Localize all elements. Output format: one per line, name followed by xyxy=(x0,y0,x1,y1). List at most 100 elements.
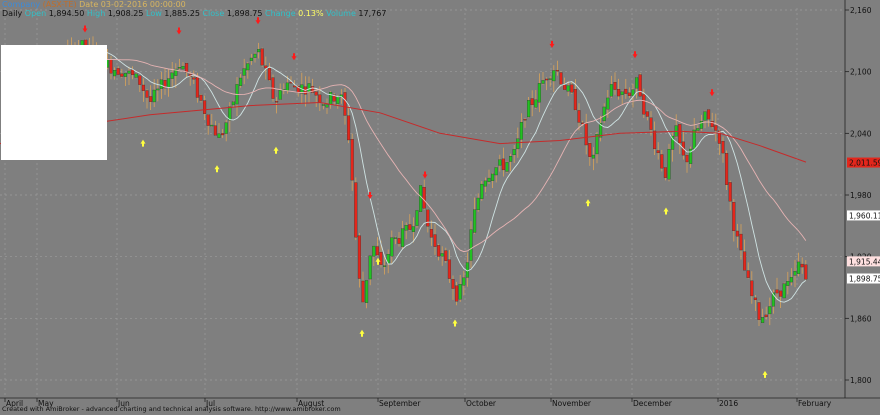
buy-arrow-icon xyxy=(452,319,458,327)
buy-arrow-icon xyxy=(585,199,591,207)
low-label: Low xyxy=(146,9,164,18)
candle-body xyxy=(469,229,473,261)
candle-body xyxy=(739,233,743,251)
candle-body xyxy=(123,73,127,77)
volume-label: Volume xyxy=(326,9,358,18)
price-badge-label: 1,960.11 xyxy=(849,211,880,220)
candle-body xyxy=(548,78,552,80)
candle-body xyxy=(523,119,527,121)
candle-body xyxy=(383,265,387,267)
x-tick-label: December xyxy=(633,399,673,408)
candle-body xyxy=(422,186,426,209)
candle-body xyxy=(789,277,793,283)
candle-body xyxy=(120,73,124,77)
date-label: Date xyxy=(77,0,101,9)
candle-body xyxy=(555,70,559,72)
candle-body xyxy=(775,289,779,294)
candle-body xyxy=(357,235,361,279)
legend-box xyxy=(1,45,107,160)
sell-arrow-icon xyxy=(549,40,555,48)
candle-body xyxy=(285,82,289,92)
candle-body xyxy=(566,85,570,92)
header-line-1: Company (ASX-TE) Date 03-02-2016 00:00:0… xyxy=(2,0,386,18)
price-badge-label: 1,898.75 xyxy=(849,275,880,284)
candle-body xyxy=(311,86,315,93)
x-tick-label: Jul xyxy=(205,399,215,408)
candle-body xyxy=(426,209,430,227)
candle-body xyxy=(764,314,768,318)
candle-body xyxy=(584,123,588,146)
candle-body xyxy=(181,65,185,70)
buy-arrow-icon xyxy=(214,165,220,173)
y-tick-label: 1,980 xyxy=(850,191,872,200)
candle-body xyxy=(415,210,419,226)
candle-body xyxy=(149,96,153,102)
candle-body xyxy=(534,99,538,108)
candle-body xyxy=(318,94,322,103)
y-tick-label: 2,040 xyxy=(850,129,872,138)
candle-body xyxy=(782,283,786,299)
candle-body xyxy=(609,84,613,97)
x-tick-label: 2016 xyxy=(719,399,738,408)
candle-body xyxy=(307,83,311,93)
candle-body xyxy=(620,91,624,95)
candle-body xyxy=(721,141,725,154)
candle-body xyxy=(372,245,376,257)
sell-arrow-icon xyxy=(422,171,428,179)
candle-body xyxy=(429,229,433,238)
candle-body xyxy=(768,306,772,315)
candle-body xyxy=(635,77,639,89)
candle-body xyxy=(192,77,196,80)
candle-body xyxy=(206,114,210,126)
candle-body xyxy=(354,182,358,238)
candle-body xyxy=(390,237,394,257)
candle-body xyxy=(480,183,484,200)
y-tick-label: 2,100 xyxy=(850,68,872,77)
candle-body xyxy=(174,68,178,76)
candle-body xyxy=(433,234,437,247)
candle-body xyxy=(588,143,592,157)
candle-body xyxy=(530,98,534,106)
price-badge xyxy=(847,256,880,267)
candle-body xyxy=(134,73,138,78)
high-value: 1,908.25 xyxy=(108,9,146,18)
candle-body xyxy=(246,63,250,71)
close-label: Close xyxy=(202,9,226,18)
candle-body xyxy=(678,124,682,144)
candle-body xyxy=(462,277,466,286)
candle-body xyxy=(264,65,268,69)
candle-body xyxy=(656,150,660,154)
candle-body xyxy=(203,100,207,114)
y-tick-label: 1,860 xyxy=(850,314,872,323)
candle-body xyxy=(671,135,675,150)
candle-body xyxy=(210,124,214,127)
candle-body xyxy=(660,154,664,169)
change-label: Change xyxy=(265,9,298,18)
candle-body xyxy=(710,121,714,128)
candle-body xyxy=(314,91,318,96)
candle-body xyxy=(717,130,721,144)
sell-arrow-icon xyxy=(709,89,715,97)
change-value: 0.13% xyxy=(298,9,326,18)
sell-arrow-icon xyxy=(176,27,182,35)
candle-body xyxy=(325,104,329,108)
candle-body xyxy=(753,297,757,300)
buy-arrow-icon xyxy=(762,370,768,378)
candle-body xyxy=(332,94,336,102)
candle-body xyxy=(779,290,783,297)
candle-body xyxy=(685,154,689,163)
candle-body xyxy=(451,279,455,289)
candle-body xyxy=(379,251,383,265)
candle-body xyxy=(494,167,498,176)
candle-body xyxy=(728,182,732,202)
candle-body xyxy=(624,88,628,94)
candle-body xyxy=(746,270,750,278)
candle-body xyxy=(199,94,203,101)
x-tick-label: August xyxy=(298,399,324,408)
sell-arrow-icon xyxy=(82,25,88,33)
candle-body xyxy=(401,228,405,247)
candle-body xyxy=(602,106,606,122)
candle-body xyxy=(627,92,631,96)
candle-body xyxy=(408,224,412,230)
